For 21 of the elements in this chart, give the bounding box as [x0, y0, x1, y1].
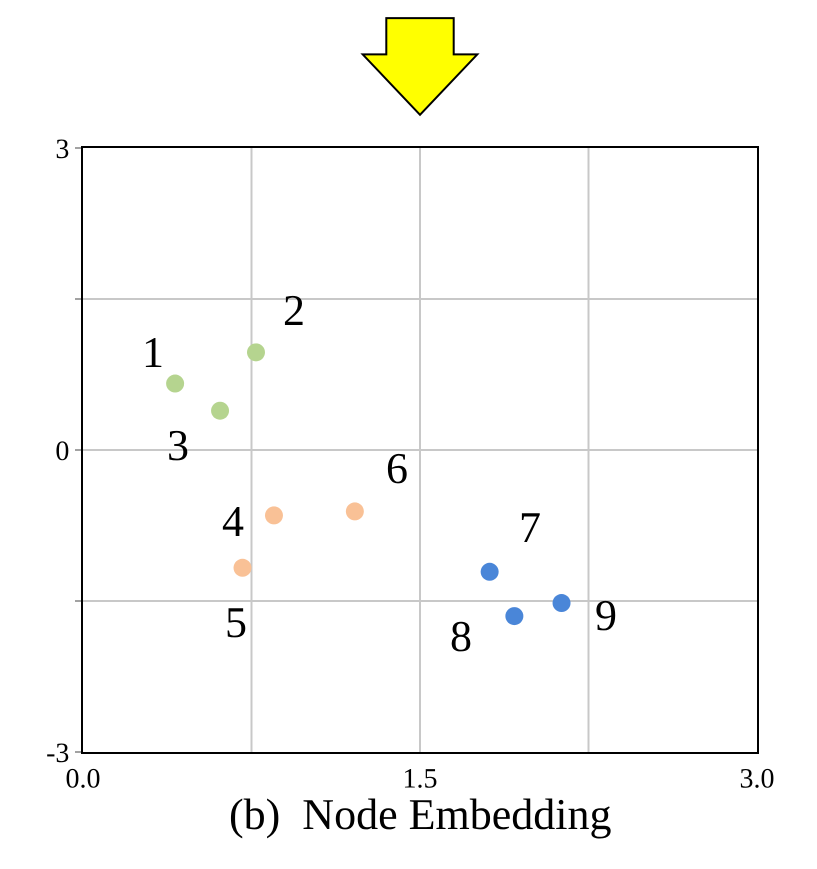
point	[234, 558, 252, 577]
y-tick-label: 0	[55, 436, 70, 467]
point	[211, 402, 230, 420]
point	[346, 502, 364, 520]
point	[166, 374, 184, 393]
annotation: 9	[595, 591, 617, 640]
x-tick-label: 3.0	[740, 764, 774, 795]
point	[480, 562, 499, 581]
annotation: 3	[167, 421, 189, 470]
point	[247, 343, 265, 362]
annotation: 2	[283, 286, 305, 335]
y-tick-label: 3	[55, 134, 70, 165]
point	[264, 506, 283, 524]
point	[552, 594, 571, 612]
annotation: 1	[142, 328, 164, 377]
annotation: 4	[222, 497, 244, 546]
annotation: 8	[450, 612, 472, 661]
point	[505, 607, 524, 626]
annotation: 7	[519, 503, 541, 552]
annotation: 5	[225, 598, 247, 647]
annotation: 6	[386, 444, 408, 493]
